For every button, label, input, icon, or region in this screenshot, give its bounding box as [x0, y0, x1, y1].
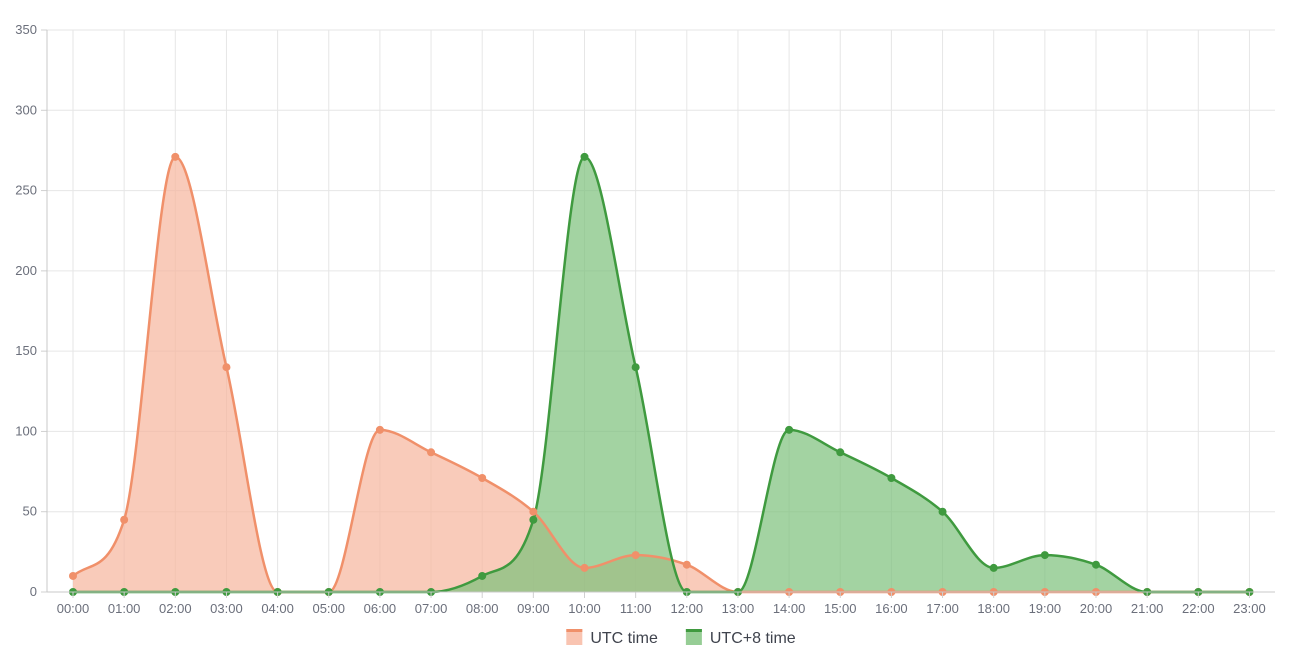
x-tick-label: 13:00 [722, 601, 755, 616]
x-tick-label: 01:00 [108, 601, 141, 616]
point-utc-8-time[interactable] [631, 363, 640, 372]
point-utc-8-time[interactable] [1092, 560, 1100, 569]
x-tick-label: 09:00 [517, 601, 550, 616]
y-tick-label: 350 [15, 22, 37, 37]
y-tick-label: 0 [30, 584, 37, 599]
legend-item-utc-8-time[interactable]: UTC+8 time [685, 629, 796, 647]
x-tick-label: 02:00 [159, 601, 192, 616]
point-utc-time[interactable] [171, 152, 180, 161]
x-tick-label: 22:00 [1182, 601, 1215, 616]
x-tick-label: 05:00 [312, 601, 345, 616]
point-utc-8-time[interactable] [989, 563, 998, 572]
point-utc-8-time[interactable] [1040, 551, 1049, 560]
point-utc-8-time[interactable] [529, 515, 538, 524]
legend-swatch [685, 629, 702, 645]
x-tick-label: 20:00 [1080, 601, 1113, 616]
point-utc-8-time[interactable] [478, 571, 487, 580]
x-tick-label: 08:00 [466, 601, 499, 616]
point-utc-time[interactable] [222, 363, 231, 372]
y-tick-label: 300 [15, 102, 37, 117]
point-utc-8-time[interactable] [938, 507, 947, 516]
y-tick-label: 250 [15, 183, 37, 198]
area-utc-time [73, 156, 1250, 592]
point-utc-time[interactable] [120, 515, 129, 524]
point-utc-time[interactable] [682, 560, 691, 569]
point-utc-8-time[interactable] [836, 448, 845, 457]
legend-item-utc-time[interactable]: UTC time [566, 629, 658, 647]
point-utc-time[interactable] [529, 507, 538, 516]
x-tick-label: 10:00 [568, 601, 601, 616]
legend-swatch-stroke [685, 629, 702, 632]
point-utc-time[interactable] [69, 571, 77, 580]
legend-label: UTC+8 time [710, 630, 796, 647]
x-tick-label: 00:00 [57, 601, 90, 616]
x-tick-label: 12:00 [671, 601, 704, 616]
x-tick-label: 23:00 [1233, 601, 1266, 616]
x-tick-label: 07:00 [415, 601, 448, 616]
series-areas [73, 156, 1250, 592]
legend[interactable]: UTC time UTC+8 time [566, 629, 796, 647]
point-utc-time[interactable] [631, 551, 640, 560]
point-utc-8-time[interactable] [887, 473, 896, 482]
legend-label: UTC time [590, 630, 658, 647]
point-utc-8-time[interactable] [580, 152, 589, 161]
x-tick-label: 21:00 [1131, 601, 1164, 616]
x-tick-label: 03:00 [210, 601, 243, 616]
x-tick-label: 18:00 [977, 601, 1010, 616]
x-tick-label: 17:00 [926, 601, 959, 616]
y-tick-label: 200 [15, 263, 37, 278]
x-tick-label: 04:00 [261, 601, 294, 616]
x-tick-label: 15:00 [824, 601, 857, 616]
point-utc-8-time[interactable] [785, 425, 794, 434]
point-utc-time[interactable] [478, 473, 487, 482]
x-tick-label: 06:00 [364, 601, 397, 616]
legend-swatch-stroke [566, 629, 583, 632]
x-tick-label: 16:00 [875, 601, 908, 616]
axes: 0 50 100 150 200 250 300 350 00:00 01:00 02:00 03:0… [15, 22, 1275, 616]
point-utc-time[interactable] [580, 563, 589, 572]
y-tick-label: 100 [15, 423, 37, 438]
x-tick-label: 14:00 [773, 601, 806, 616]
point-utc-time[interactable] [427, 448, 436, 457]
y-tick-label: 50 [23, 504, 37, 519]
y-tick-label: 150 [15, 343, 37, 358]
point-utc-time[interactable] [375, 425, 384, 434]
legend-swatch [566, 629, 583, 645]
x-tick-label: 19:00 [1029, 601, 1062, 616]
x-tick-label: 11:00 [620, 601, 652, 616]
